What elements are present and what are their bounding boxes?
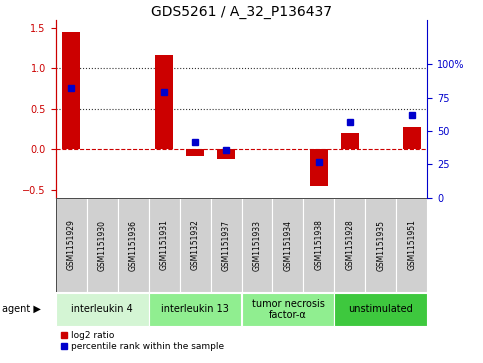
Text: GSM1151928: GSM1151928 (345, 220, 355, 270)
Bar (86, 198, 117, 292)
Bar (397, 198, 427, 292)
Bar (310, 149, 328, 186)
Text: GSM1151930: GSM1151930 (98, 220, 107, 270)
Bar (149, 198, 180, 292)
Bar (56, 293, 149, 326)
Bar (366, 198, 397, 292)
Text: GSM1151932: GSM1151932 (190, 220, 199, 270)
Bar (242, 293, 334, 326)
Text: GSM1151933: GSM1151933 (253, 220, 261, 270)
Bar (211, 198, 242, 292)
Text: agent ▶: agent ▶ (2, 305, 41, 314)
Bar (217, 149, 235, 159)
Text: GSM1151929: GSM1151929 (67, 220, 75, 270)
Title: GDS5261 / A_32_P136437: GDS5261 / A_32_P136437 (151, 5, 332, 19)
Bar (62, 32, 80, 149)
Text: GSM1151951: GSM1151951 (408, 220, 416, 270)
Text: GSM1151938: GSM1151938 (314, 220, 324, 270)
Bar (272, 198, 303, 292)
Bar (242, 198, 272, 292)
Text: unstimulated: unstimulated (349, 305, 413, 314)
Bar (303, 198, 334, 292)
Bar (155, 55, 173, 149)
Bar (180, 198, 211, 292)
Text: GSM1151934: GSM1151934 (284, 220, 293, 270)
Bar (149, 293, 242, 326)
Bar (334, 198, 366, 292)
Bar (403, 127, 421, 149)
Text: interleukin 13: interleukin 13 (161, 305, 229, 314)
Text: tumor necrosis
factor-α: tumor necrosis factor-α (252, 299, 325, 320)
Text: GSM1151931: GSM1151931 (159, 220, 169, 270)
Text: GSM1151935: GSM1151935 (376, 220, 385, 270)
Legend: log2 ratio, percentile rank within the sample: log2 ratio, percentile rank within the s… (60, 331, 224, 351)
Text: interleukin 4: interleukin 4 (71, 305, 133, 314)
Bar (186, 149, 204, 156)
Text: GSM1151936: GSM1151936 (128, 220, 138, 270)
Bar (341, 133, 359, 149)
Text: GSM1151937: GSM1151937 (222, 220, 230, 270)
Bar (117, 198, 149, 292)
Bar (56, 198, 86, 292)
Bar (334, 293, 427, 326)
